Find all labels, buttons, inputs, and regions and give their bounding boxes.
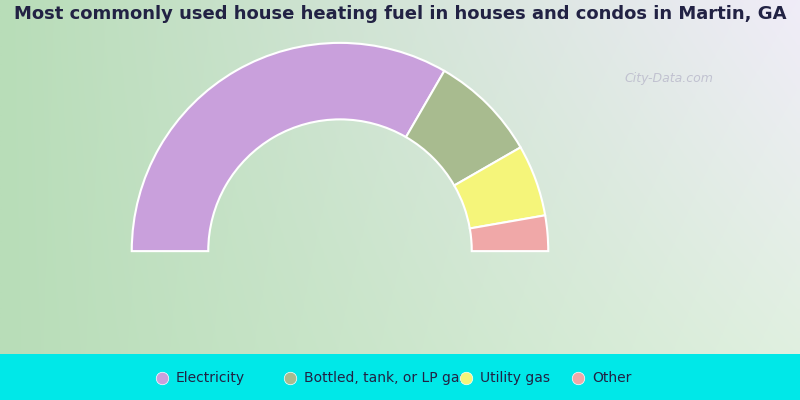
Wedge shape [454,147,545,228]
Wedge shape [470,215,548,251]
Text: Electricity: Electricity [176,371,245,385]
Text: Utility gas: Utility gas [480,371,550,385]
Text: Other: Other [592,371,631,385]
Text: Most commonly used house heating fuel in houses and condos in Martin, GA: Most commonly used house heating fuel in… [14,5,786,23]
Text: Bottled, tank, or LP gas: Bottled, tank, or LP gas [304,371,466,385]
Text: City-Data.com: City-Data.com [624,72,713,85]
Wedge shape [132,43,444,251]
Wedge shape [406,71,521,186]
